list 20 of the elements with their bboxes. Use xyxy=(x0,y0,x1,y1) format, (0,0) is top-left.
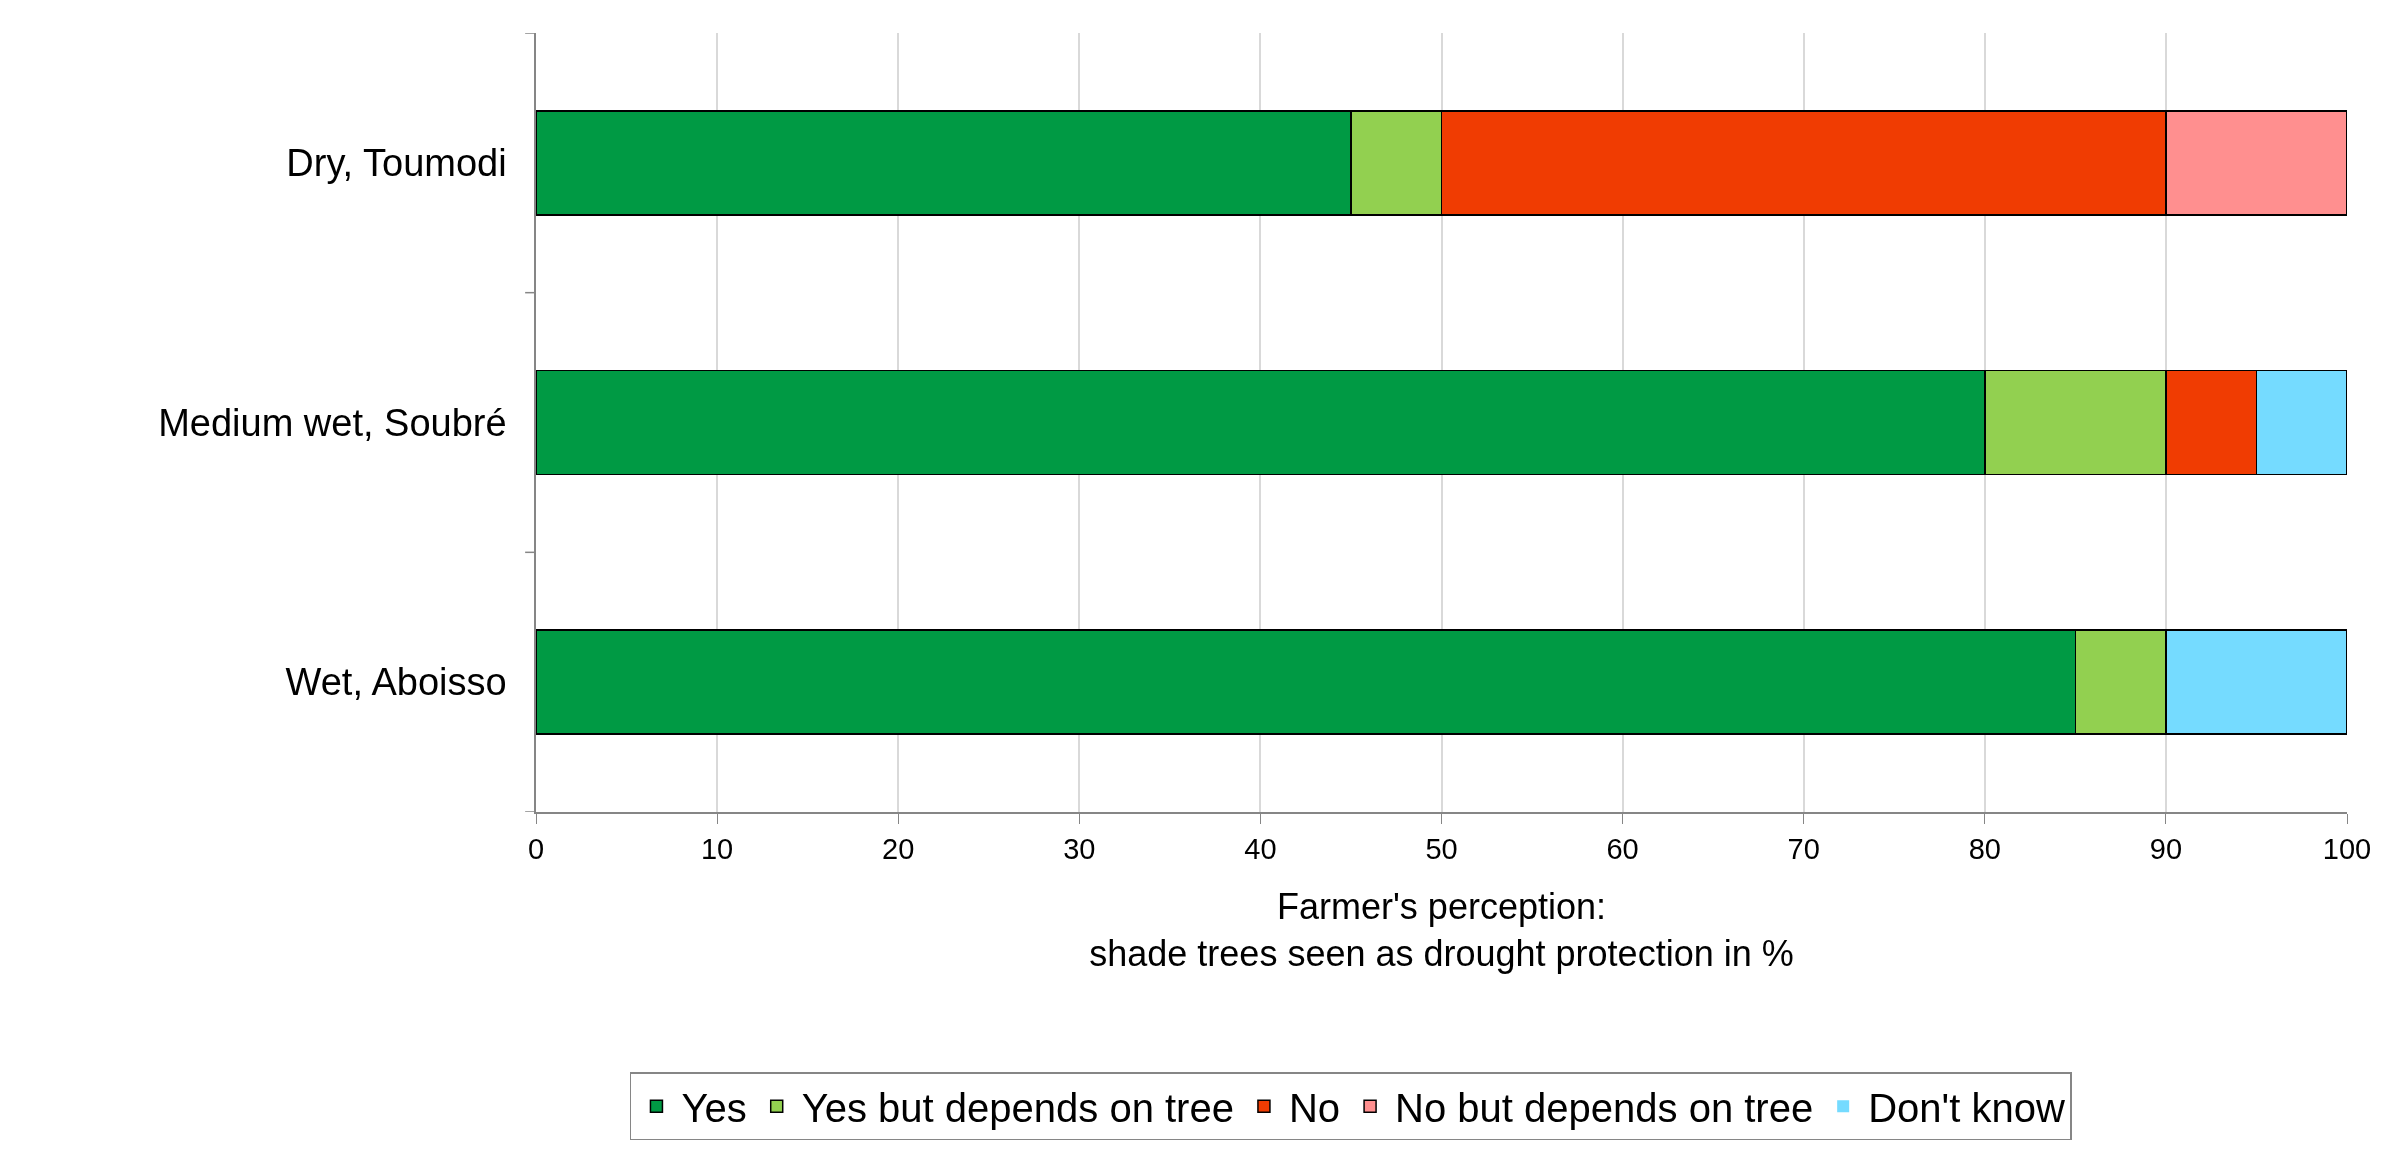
x-tick-label: 100 xyxy=(2322,832,2372,865)
x-axis-title: Farmer's perception: shade trees seen as drought protection in % xyxy=(1089,885,1794,974)
x-tick-label: 60 xyxy=(1606,832,1639,865)
x-tick-label: 30 xyxy=(1063,832,1096,865)
legend-label: Don't know xyxy=(1868,1085,2065,1130)
legend-label: No but depends on tree xyxy=(1395,1085,1814,1130)
x-tick-label: 70 xyxy=(1787,832,1820,865)
x-tick-label: 90 xyxy=(2149,832,2183,865)
x-tick-label: 10 xyxy=(700,832,734,865)
y-tick-label: Dry, Toumodi xyxy=(286,142,507,185)
legend-label: Yes xyxy=(681,1085,747,1130)
x-tick-label: 20 xyxy=(882,832,915,865)
x-tick-label: 50 xyxy=(1425,832,1458,865)
x-tick-label: 40 xyxy=(1244,832,1277,865)
x-tick-label: 0 xyxy=(527,832,545,865)
x-tick-label: 80 xyxy=(1968,832,2001,865)
y-tick-label: Wet, Aboisso xyxy=(285,661,507,704)
legend-label: No xyxy=(1288,1085,1341,1130)
legend-label: Yes but depends on tree xyxy=(801,1085,1234,1130)
y-tick-label: Medium wet, Soubré xyxy=(158,401,507,444)
